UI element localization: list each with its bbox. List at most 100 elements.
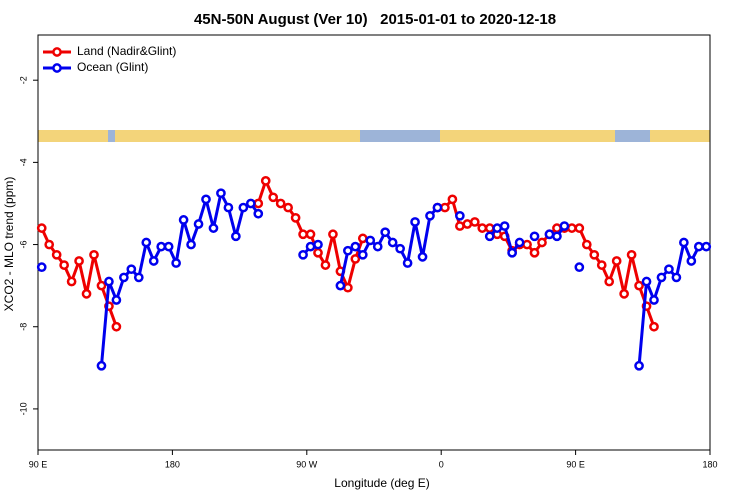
data-point (589, 249, 600, 260)
data-point (537, 237, 547, 248)
data-point (574, 223, 585, 233)
data-point (328, 229, 338, 240)
data-point (417, 252, 428, 262)
land-ocean-strip (38, 130, 710, 142)
data-point (552, 231, 562, 242)
data-point (156, 241, 167, 252)
data-point (253, 198, 264, 209)
x-tick-label: 180 (702, 459, 717, 469)
data-point (298, 249, 308, 260)
y-axis-label: XCO2 - MLO trend (ppm) (2, 177, 16, 312)
plot-frame (37, 34, 711, 451)
data-point (283, 202, 293, 213)
data-point (529, 231, 540, 242)
data-point (395, 243, 405, 254)
data-point (89, 249, 99, 260)
data-point (44, 239, 55, 250)
data-point (74, 256, 84, 266)
y-tick-label: -8 (18, 323, 28, 331)
data-point (343, 282, 353, 293)
data-point (111, 295, 122, 305)
data-point (216, 188, 226, 199)
data-point (36, 262, 47, 273)
data-point (484, 231, 495, 242)
data-point (298, 229, 308, 240)
data-point (671, 272, 682, 283)
x-tick-label: 90 W (296, 459, 318, 469)
data-point (193, 219, 204, 229)
y-tick-label: -10 (18, 402, 28, 415)
data-point (36, 223, 47, 233)
y-tick-label: -2 (18, 76, 28, 84)
legend-label: Ocean (Glint) (77, 60, 148, 74)
data-point (574, 262, 585, 273)
data-point (253, 208, 264, 219)
data-point (372, 241, 383, 252)
data-point (305, 229, 316, 240)
data-point (462, 219, 473, 229)
data-point (350, 241, 361, 252)
legend-label: Land (Nadir&Glint) (77, 44, 176, 58)
data-point (133, 272, 144, 283)
data-point (201, 194, 211, 205)
data-point (335, 280, 346, 291)
data-point (679, 237, 689, 248)
data-point (111, 321, 122, 332)
data-point (686, 256, 697, 266)
data-point (693, 241, 704, 252)
data-point (484, 223, 495, 233)
data-point (440, 202, 450, 213)
data-point (238, 202, 249, 213)
data-point (522, 239, 532, 250)
data-point (656, 272, 667, 283)
data-point (455, 221, 465, 231)
data-point (365, 235, 376, 246)
data-point (432, 202, 443, 213)
x-tick-label: 90 E (29, 459, 48, 469)
data-point (231, 231, 241, 242)
data-point (223, 202, 234, 213)
legend-marker (52, 47, 62, 57)
data-point (455, 210, 465, 221)
legend-marker (52, 63, 62, 73)
data-point (141, 237, 152, 248)
data-point (343, 245, 353, 256)
data-point (634, 360, 644, 371)
data-point (81, 289, 92, 299)
data-point (634, 280, 644, 291)
x-axis-label: Longitude (deg E) (334, 476, 429, 490)
data-point (275, 198, 286, 209)
data-point (66, 276, 77, 287)
x-tick-label: 180 (165, 459, 180, 469)
data-point (387, 237, 398, 248)
data-point (649, 295, 659, 305)
data-point (186, 239, 196, 250)
data-point (245, 198, 256, 209)
data-point (425, 210, 435, 221)
data-point (126, 264, 137, 275)
data-point (350, 254, 361, 264)
data-point (514, 237, 525, 248)
data-point (178, 215, 189, 225)
data-point (619, 289, 629, 299)
data-point (163, 241, 174, 252)
data-point (171, 258, 181, 268)
data-point (664, 264, 674, 275)
data-point (447, 194, 458, 205)
data-point (477, 223, 488, 233)
data-point (596, 260, 607, 270)
data-point (469, 217, 480, 227)
x-tick-label: 90 E (566, 459, 585, 469)
y-tick-label: -4 (18, 158, 28, 166)
data-point (208, 223, 219, 233)
data-point (51, 249, 62, 260)
data-point (320, 260, 331, 270)
data-point (581, 239, 592, 250)
data-point (567, 223, 577, 233)
data-point (96, 280, 107, 291)
data-point (492, 223, 503, 233)
data-point (380, 227, 391, 238)
data-point (402, 258, 413, 268)
data-point (626, 249, 637, 260)
